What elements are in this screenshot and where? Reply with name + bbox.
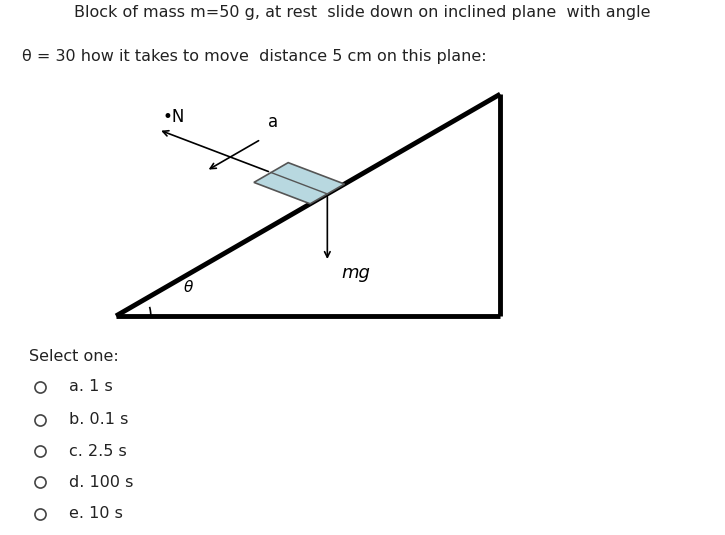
Text: θ: θ	[183, 279, 193, 295]
Text: •N: •N	[162, 108, 184, 126]
Text: mg: mg	[342, 264, 370, 281]
Text: c. 2.5 s: c. 2.5 s	[69, 444, 127, 458]
Text: e. 10 s: e. 10 s	[69, 506, 123, 521]
Polygon shape	[254, 163, 344, 204]
Text: θ = 30 how it takes to move  distance 5 cm on this plane:: θ = 30 how it takes to move distance 5 c…	[22, 49, 486, 64]
Text: Select one:: Select one:	[29, 349, 119, 364]
Text: Block of mass m=50 g, at rest  slide down on inclined plane  with angle: Block of mass m=50 g, at rest slide down…	[74, 5, 651, 20]
Text: a. 1 s: a. 1 s	[69, 379, 112, 394]
Text: d. 100 s: d. 100 s	[69, 475, 133, 490]
Text: b. 0.1 s: b. 0.1 s	[69, 412, 128, 427]
Text: a: a	[268, 113, 278, 131]
